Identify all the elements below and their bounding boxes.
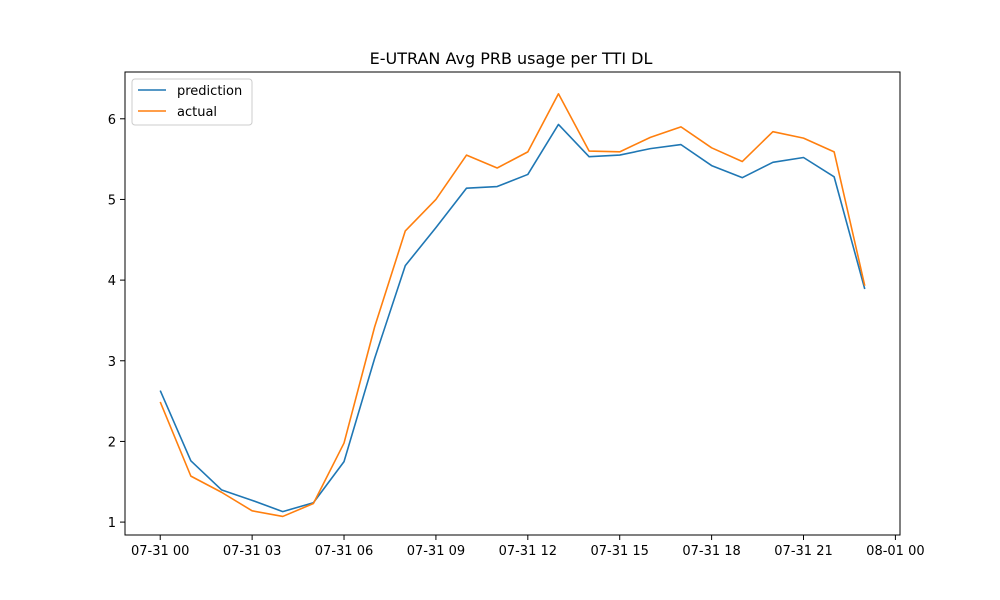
legend-label-prediction: prediction [177, 84, 242, 99]
x-tick-label: 07-31 21 [774, 544, 832, 559]
y-axis: 1 2 3 4 5 6 [108, 113, 125, 531]
x-tick-label: 07-31 00 [131, 544, 189, 559]
y-tick-label: 6 [108, 113, 116, 128]
y-tick-label: 5 [108, 193, 116, 208]
series-line-prediction [159, 123, 866, 513]
series-layer [159, 92, 866, 518]
plot-frame [124, 71, 901, 536]
x-axis: 07-31 00 07-31 03 07-31 06 07-31 09 07-31 12… [131, 535, 925, 559]
y-tick-label: 1 [108, 516, 116, 531]
legend-label-actual: actual [177, 105, 217, 120]
y-tick-label: 4 [108, 274, 116, 289]
y-tick-label: 3 [108, 355, 116, 370]
x-tick-label: 08-01 00 [866, 544, 924, 559]
x-tick-label: 07-31 03 [223, 544, 281, 559]
chart-title: E-UTRAN Avg PRB usage per TTI DL [370, 49, 653, 68]
y-tick-label: 2 [108, 435, 116, 450]
x-tick-label: 07-31 12 [499, 544, 557, 559]
x-tick-label: 07-31 15 [590, 544, 648, 559]
x-tick-label: 07-31 06 [315, 544, 373, 559]
x-tick-label: 07-31 18 [682, 544, 740, 559]
series-line-actual [159, 92, 866, 518]
legend: prediction actual [131, 78, 253, 126]
x-tick-label: 07-31 09 [407, 544, 465, 559]
